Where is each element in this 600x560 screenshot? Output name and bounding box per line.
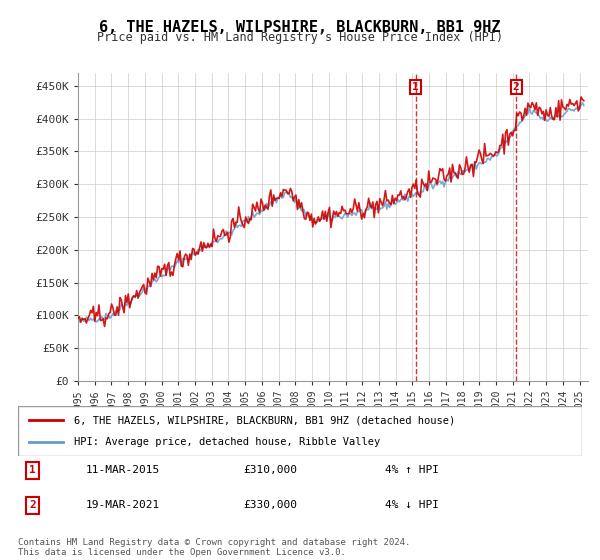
Text: £330,000: £330,000 — [244, 501, 298, 510]
Text: £310,000: £310,000 — [244, 465, 298, 475]
FancyBboxPatch shape — [18, 406, 582, 456]
Text: 2: 2 — [513, 82, 520, 92]
Text: 4% ↓ HPI: 4% ↓ HPI — [385, 501, 439, 510]
Text: 6, THE HAZELS, WILPSHIRE, BLACKBURN, BB1 9HZ (detached house): 6, THE HAZELS, WILPSHIRE, BLACKBURN, BB1… — [74, 415, 455, 425]
Text: 1: 1 — [412, 82, 419, 92]
Text: Price paid vs. HM Land Registry's House Price Index (HPI): Price paid vs. HM Land Registry's House … — [97, 31, 503, 44]
Text: HPI: Average price, detached house, Ribble Valley: HPI: Average price, detached house, Ribb… — [74, 437, 380, 447]
Text: 6, THE HAZELS, WILPSHIRE, BLACKBURN, BB1 9HZ: 6, THE HAZELS, WILPSHIRE, BLACKBURN, BB1… — [99, 20, 501, 35]
Text: 4% ↑ HPI: 4% ↑ HPI — [385, 465, 439, 475]
Text: 19-MAR-2021: 19-MAR-2021 — [86, 501, 160, 510]
Text: 11-MAR-2015: 11-MAR-2015 — [86, 465, 160, 475]
Text: 2: 2 — [29, 501, 36, 510]
Text: Contains HM Land Registry data © Crown copyright and database right 2024.
This d: Contains HM Land Registry data © Crown c… — [18, 538, 410, 557]
Text: 1: 1 — [29, 465, 36, 475]
